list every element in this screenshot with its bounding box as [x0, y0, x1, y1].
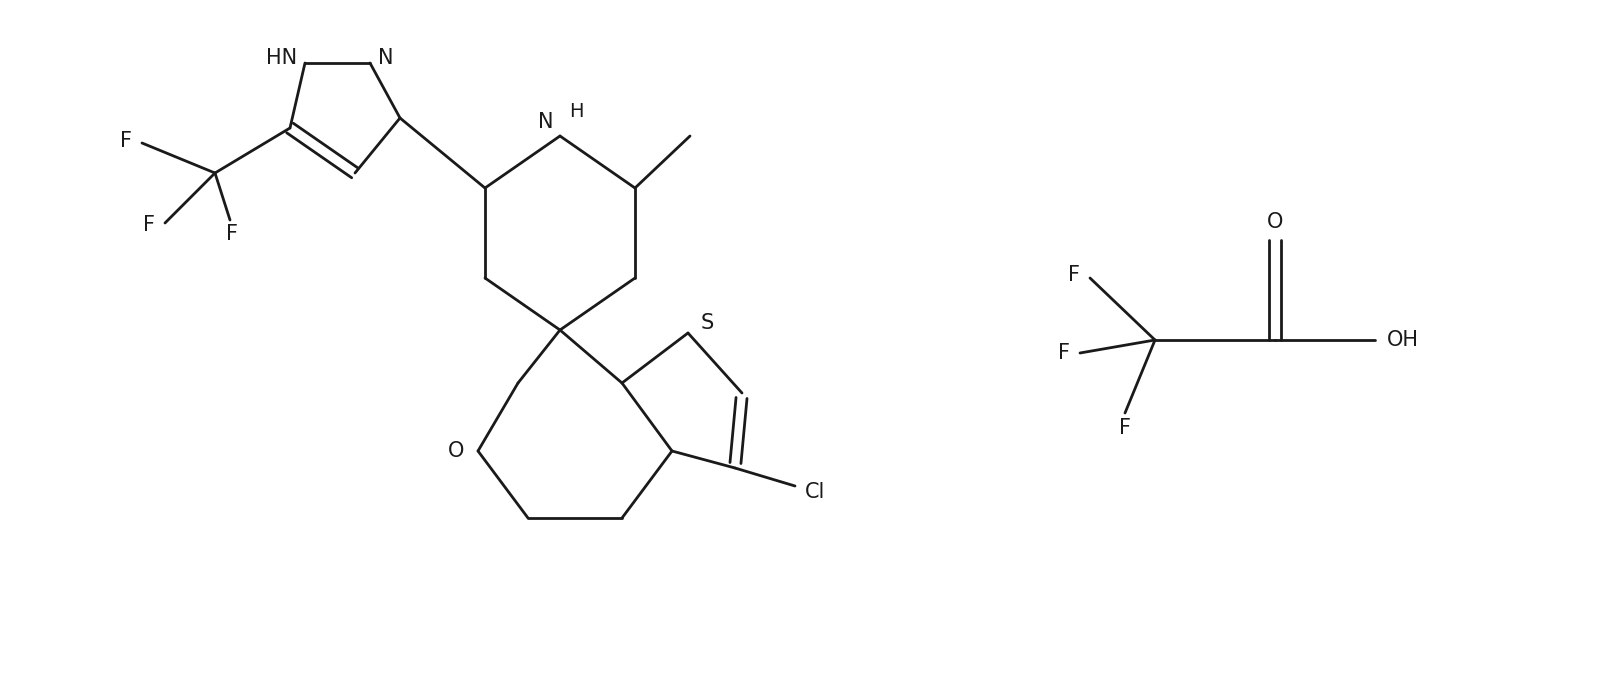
Text: S: S	[700, 313, 715, 333]
Text: F: F	[119, 131, 132, 151]
Text: O: O	[447, 441, 463, 461]
Text: HN: HN	[266, 48, 297, 68]
Text: O: O	[1267, 212, 1283, 232]
Text: F: F	[1068, 265, 1080, 285]
Text: OH: OH	[1386, 330, 1419, 350]
Text: F: F	[144, 215, 155, 235]
Text: F: F	[1059, 343, 1070, 363]
Text: F: F	[226, 224, 237, 244]
Text: N: N	[537, 112, 554, 132]
Text: H: H	[568, 102, 583, 120]
Text: N: N	[378, 48, 394, 68]
Text: F: F	[1119, 418, 1131, 438]
Text: Cl: Cl	[805, 482, 825, 502]
